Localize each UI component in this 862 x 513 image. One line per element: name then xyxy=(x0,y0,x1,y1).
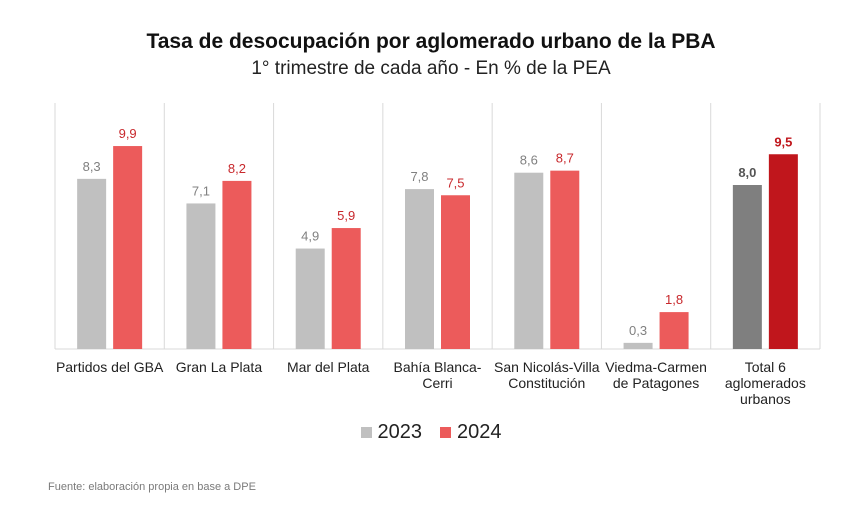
bar-2024-2 xyxy=(331,228,361,349)
category-label-line: Bahía Blanca- xyxy=(394,359,482,375)
legend-item-2024: 2024 xyxy=(440,421,502,444)
data-label-2024-1: 8,2 xyxy=(228,161,246,176)
category-label-line: Cerri xyxy=(422,375,452,391)
category-label-5: Viedma-Carmen de Patagones xyxy=(605,359,707,391)
category-label-line: San Nicolás-Villa xyxy=(494,359,600,375)
category-label-2: Mar del Plata xyxy=(287,359,370,375)
legend-swatch-2023 xyxy=(360,427,372,438)
bar-2023-4 xyxy=(514,172,544,349)
bar-2024-0 xyxy=(113,146,143,349)
data-label-2023-5: 0,3 xyxy=(629,323,647,338)
category-label-line: Constitución xyxy=(508,375,585,391)
bar-2024-5 xyxy=(659,312,689,349)
category-label-line: Mar del Plata xyxy=(287,359,370,375)
data-label-2023-2: 4,9 xyxy=(301,229,319,244)
data-label-2023-1: 7,1 xyxy=(192,183,210,198)
bar-2023-5 xyxy=(623,342,653,349)
category-label-line: urbanos xyxy=(740,391,791,407)
data-label-2024-3: 7,5 xyxy=(446,175,464,190)
category-label-line: Partidos del GBA xyxy=(56,359,164,375)
data-label-2023-4: 8,6 xyxy=(520,153,538,168)
category-label-line: aglomerados xyxy=(725,375,806,391)
data-label-2023-6: 8,0 xyxy=(738,165,756,180)
bar-2023-6 xyxy=(732,185,762,349)
category-label-line: de Patagones xyxy=(613,375,699,391)
category-label-line: Gran La Plata xyxy=(176,359,263,375)
bar-2024-1 xyxy=(222,180,252,349)
bar-2023-3 xyxy=(405,189,434,349)
category-label-4: San Nicolás-Villa Constitución xyxy=(494,359,600,391)
bar-2023-0 xyxy=(77,178,107,349)
category-label-0: Partidos del GBA xyxy=(56,359,164,375)
bar-2023-1 xyxy=(186,203,216,349)
bar-2023-2 xyxy=(295,248,325,349)
bar-2024-6 xyxy=(768,154,798,349)
legend-swatch-2024 xyxy=(440,427,451,438)
data-label-2024-0: 9,9 xyxy=(119,126,137,141)
data-label-2024-2: 5,9 xyxy=(337,208,355,223)
legend-label-2023: 2023 xyxy=(377,421,423,443)
data-label-2024-6: 9,5 xyxy=(774,134,792,149)
category-label-line: Viedma-Carmen xyxy=(605,359,707,375)
chart-legend: 2023 2024 xyxy=(0,421,862,444)
legend-item-2023: 2023 xyxy=(360,421,423,444)
data-label-2023-3: 7,8 xyxy=(410,169,428,184)
category-label-3: Bahía Blanca-Cerri xyxy=(394,359,482,391)
chart-title: Tasa de desocupación por aglomerado urba… xyxy=(146,30,716,53)
data-label-2023-0: 8,3 xyxy=(83,159,101,174)
category-label-line: Total 6 xyxy=(745,359,786,375)
category-label-1: Gran La Plata xyxy=(176,359,263,375)
bar-2024-3 xyxy=(441,195,470,349)
legend-label-2024: 2024 xyxy=(457,421,502,443)
data-label-2024-5: 1,8 xyxy=(665,292,683,307)
chart-subtitle: 1° trimestre de cada año - En % de la PE… xyxy=(251,58,611,79)
data-label-2024-4: 8,7 xyxy=(556,151,574,166)
source-note: Fuente: elaboración propia en base a DPE xyxy=(48,481,256,493)
bar-2024-4 xyxy=(550,170,580,349)
category-label-6: Total 6 aglomerados urbanos xyxy=(725,359,806,407)
